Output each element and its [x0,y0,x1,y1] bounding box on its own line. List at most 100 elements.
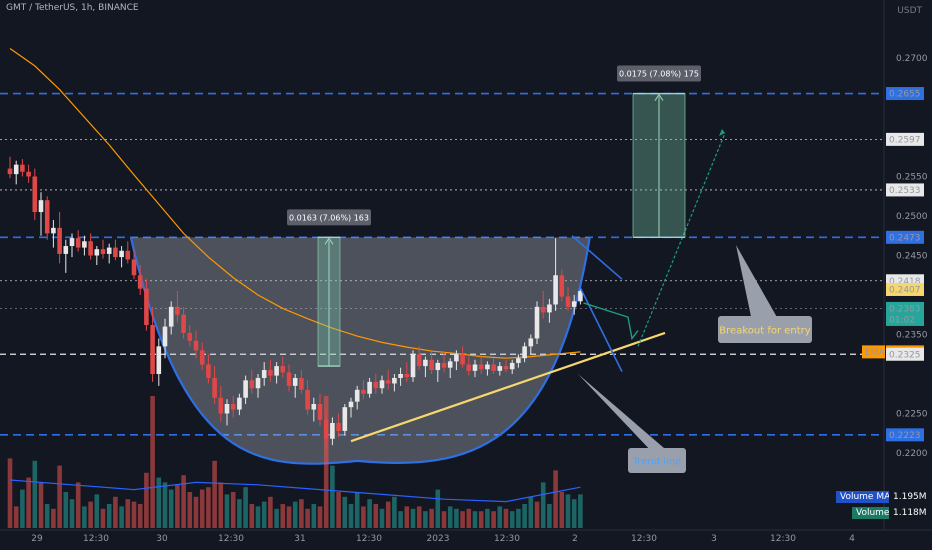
ema-tag-label: EMA [865,348,885,358]
projection-arrow-line [637,132,726,347]
volume-bar [274,508,279,528]
volume-bar [491,511,496,528]
candle-body [274,366,279,376]
volume-bar [261,501,267,528]
trend-line [350,331,666,443]
volume-bar [509,511,515,528]
candle-body [578,291,583,302]
volume-bar [69,499,75,528]
candle-body [75,238,81,248]
time-tick-label: 30 [156,534,168,544]
candle-body [466,364,472,371]
volume-bar [416,506,422,528]
candle-body [534,306,540,339]
volume-bar [82,506,87,528]
candle-body [237,397,242,410]
volume-bar [348,504,354,528]
measurement-1-arrowhead [324,237,334,245]
candle-body [460,354,465,365]
time-tick-label: 12:30 [356,534,382,544]
candle-body [44,200,50,234]
volume-bar [516,508,521,528]
candle-body [168,306,174,327]
price-tick-label: 0.2350 [896,331,928,341]
price-tag [886,301,924,326]
volume-bar [243,487,248,528]
volume-bar [423,511,428,528]
candle-body [416,354,422,367]
volume-bar [299,499,304,528]
candle-body [522,346,527,359]
candle-body [230,404,236,410]
volume-bar [336,492,341,528]
candle-body [212,377,217,398]
candle-body [342,407,348,431]
volume-bar [342,496,348,528]
callout-breakout-box [718,316,812,343]
measurement-2-arrowhead [654,93,664,101]
volume-bar [454,508,459,528]
volume-ma-legend-value: 1.195M [889,491,932,503]
price-tag [886,282,924,296]
volume-bar [88,501,93,528]
candle-body [516,358,521,363]
price-tag [886,183,924,197]
volume-bar [280,504,286,528]
measurement-2-label: 0.0175 (7.08%) 175 [619,70,699,79]
price-tag-value: 0.2383 [889,304,921,314]
candle-body [565,296,571,307]
candle-body [187,332,193,341]
volume-bar [478,511,484,528]
candle-body [398,374,403,378]
candle-body [447,361,453,368]
candle-body [255,377,261,389]
volume-bar [373,504,379,528]
candle-body [379,380,385,389]
projection-zigzag [583,302,639,341]
volume-bar [106,504,112,528]
volume-bar [131,501,137,528]
volume-bar [255,506,261,528]
candle-body [199,350,205,365]
candle-body [150,325,155,374]
volume-bar [199,489,205,528]
volume-bar [528,496,534,528]
volume-bar [32,460,38,528]
candle-body [361,389,366,394]
volume-bar [429,508,434,528]
candle-body [373,381,379,389]
candle-body [119,250,124,258]
candle-body [392,377,397,384]
volume-bar [26,477,31,528]
price-tick-label: 0.2200 [896,449,928,459]
volume-bar [100,508,106,528]
volume-bar [268,496,273,528]
candle-body [137,275,143,289]
ema-line [9,48,581,359]
volume-bar [565,494,571,528]
volume-bar [503,508,509,528]
price-tag-value: 0.2407 [889,285,921,295]
volume-bar [212,460,217,528]
candle-body [472,364,478,371]
candle-body [305,389,310,410]
volume-bar [292,501,298,528]
candle-body [280,366,286,373]
candle-body [509,362,515,370]
volume-bar [522,504,527,528]
candle-body [106,247,112,254]
measurement-1-label: 0.0163 (7.06%) 163 [289,213,369,222]
price-tag-value: 0.2418 [889,277,921,287]
volume-bar [144,472,149,528]
price-tick-label: 0.2450 [896,252,928,262]
candle-body [26,171,31,177]
candle-body [410,354,416,378]
currency-label: USDT [897,6,922,16]
volume-bar [460,511,465,528]
volume-bar [317,506,323,528]
volume-bar [7,458,13,528]
price-tag-value: 0.2597 [889,135,921,145]
time-tick-label: 12:30 [218,534,244,544]
candle-body [292,377,298,386]
